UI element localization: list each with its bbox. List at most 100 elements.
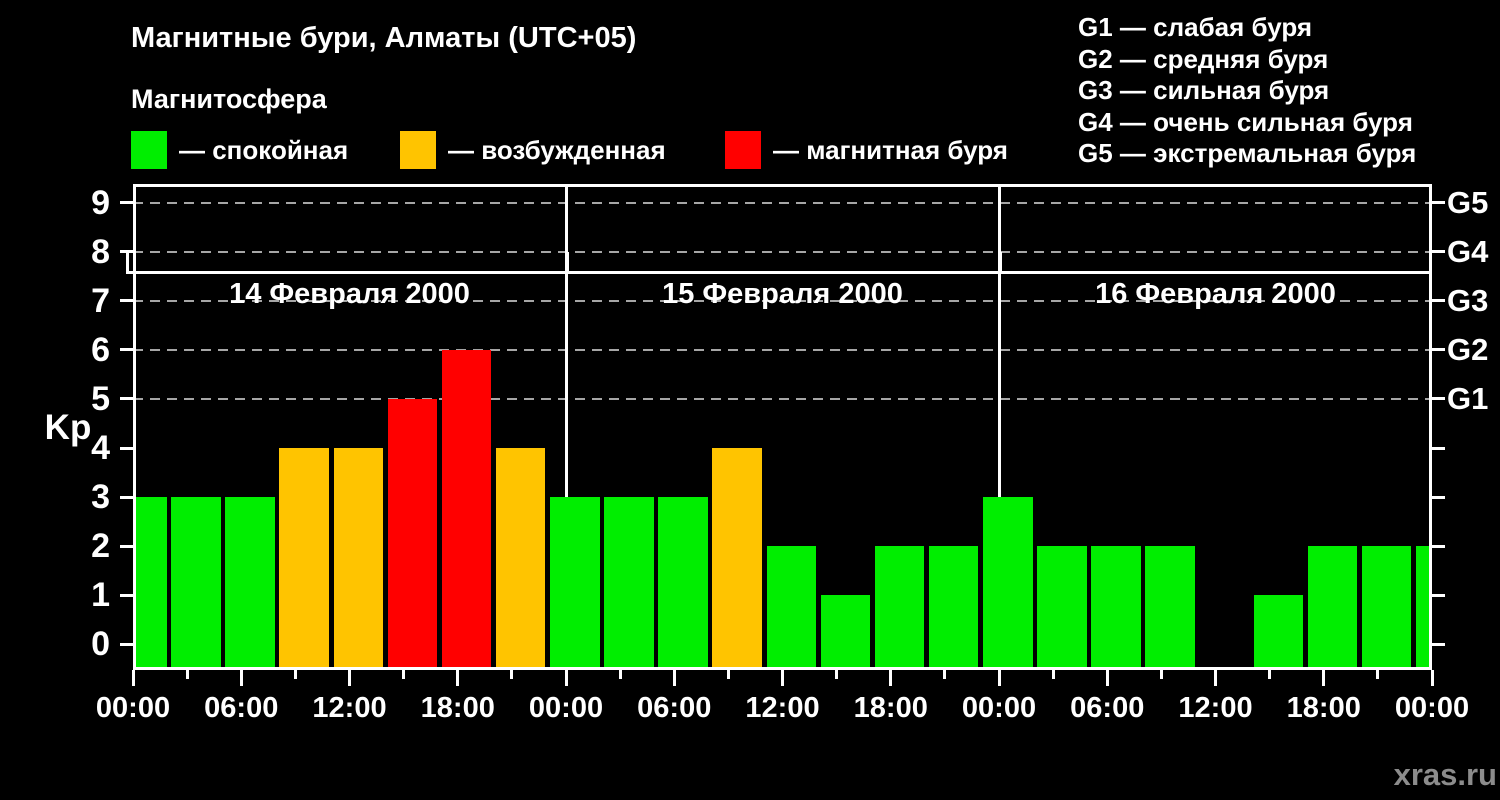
kp-bar [874,546,925,670]
date-bracket-tick-3 [1429,252,1432,272]
left-tick-kp9 [120,201,133,205]
time-tick-label: 06:00 [637,692,712,724]
kp-bar [983,497,1033,670]
date-bracket-tick-0 [126,252,129,272]
y-tick-label: 3 [91,478,110,517]
x-axis-line [133,667,1432,670]
right-tick-kp1 [1432,593,1445,597]
right-tick-kp6 [1432,348,1445,352]
time-tick-label: 18:00 [1286,692,1361,724]
time-tick-label: 18:00 [853,692,928,724]
x-minor-tick [618,670,622,679]
date-label: 14 Февраля 2000 [229,278,470,310]
y-axis-label: Kp [44,408,92,447]
storm-scale-line-1: G1 — слабая буря [1078,12,1313,42]
storm-scale-line-3: G3 — сильная буря [1078,75,1330,105]
x-minor-tick [510,670,514,679]
kp-bar [333,448,383,670]
time-tick-label: 12:00 [312,692,387,724]
kp-bar [1145,546,1195,670]
kp-bar [712,448,762,670]
x-minor-tick [293,670,297,679]
right-tick-kp4 [1432,446,1445,450]
time-tick-label: 06:00 [204,692,279,724]
kp-bar [387,398,438,670]
y-tick-label: 7 [91,281,110,320]
x-minor-tick [835,670,839,679]
legend-label-excited: — возбужденная [448,135,666,165]
g-level-label-g3: G3 [1447,282,1489,318]
x-minor-tick [1268,670,1272,679]
date-bracket [126,271,1432,274]
gridline-kp7 [133,299,1432,302]
time-tick-label: 18:00 [420,692,495,724]
kp-bar [441,349,492,670]
x-major-tick [781,670,784,686]
watermark: xras.ru [1393,757,1497,792]
gridline-kp8 [133,250,1432,253]
right-tick-kp0 [1432,642,1445,646]
x-major-tick [564,670,568,686]
left-tick-kp5 [120,397,133,401]
chart-title: Магнитные бури, Алматы (UTC+05) [131,22,637,54]
right-tick-kp8 [1432,250,1445,254]
left-tick-kp7 [120,299,133,303]
left-tick-kp4 [120,446,133,450]
y-tick-label: 2 [91,527,110,566]
kp-bar [1037,546,1087,670]
time-tick-label: 00:00 [95,692,171,724]
kp-bar [225,497,275,670]
x-minor-tick [726,670,730,679]
x-major-tick [672,670,676,686]
g-level-label-g1: G1 [1447,380,1489,416]
kp-bar [171,497,221,670]
kp-bar [1091,546,1141,670]
y-tick-label: 8 [91,232,110,271]
time-tick-label: 00:00 [961,692,1037,724]
y-tick-label: 0 [91,625,110,664]
gridline-kp9 [133,201,1432,204]
kp-bar [1416,546,1432,670]
kp-bar [1253,595,1304,670]
time-tick-label: 12:00 [1178,692,1253,724]
time-tick-label: 00:00 [528,692,604,724]
x-major-tick [1214,670,1217,686]
x-major-tick [456,670,460,686]
date-bracket-tick-2 [999,252,1002,272]
kp-bar [133,497,167,670]
left-tick-kp1 [120,593,133,597]
storm-scale-line-4: G4 — очень сильная буря [1078,106,1413,137]
plot-frame-top [133,184,1432,187]
g-level-label-g2: G2 [1447,331,1489,367]
y-tick-label: 1 [91,576,110,615]
day-separator-1 [564,184,568,670]
time-tick-label: 12:00 [745,692,820,724]
legend-label-storm: — магнитная буря [773,135,1008,165]
x-minor-tick [402,670,406,679]
kp-bar [495,448,546,670]
storm-scale-line-5: G5 — экстремальная буря [1078,138,1417,168]
x-minor-tick [1159,670,1163,679]
g-level-label-g4: G4 [1447,233,1489,269]
x-major-tick [889,670,893,686]
kp-bar [550,497,600,670]
kp-bars [133,184,1432,670]
kp-bar [820,595,871,670]
left-tick-kp8 [120,250,133,254]
kp-bar [1361,546,1412,670]
right-tick-kp5 [1432,397,1445,401]
kp-bar [1307,546,1358,670]
x-major-tick [348,670,351,686]
gridline-kp5 [133,397,1432,400]
y-tick-label: 4 [91,429,110,468]
date-bracket-tick-1 [566,252,569,272]
y-tick-label: 6 [91,330,110,369]
x-minor-tick [1376,670,1380,679]
right-tick-kp3 [1432,495,1445,499]
legend-swatch-storm [725,131,761,169]
time-tick-label: 06:00 [1070,692,1145,724]
x-major-tick [131,670,135,686]
x-major-tick [239,670,243,686]
kp-bar [604,497,654,670]
